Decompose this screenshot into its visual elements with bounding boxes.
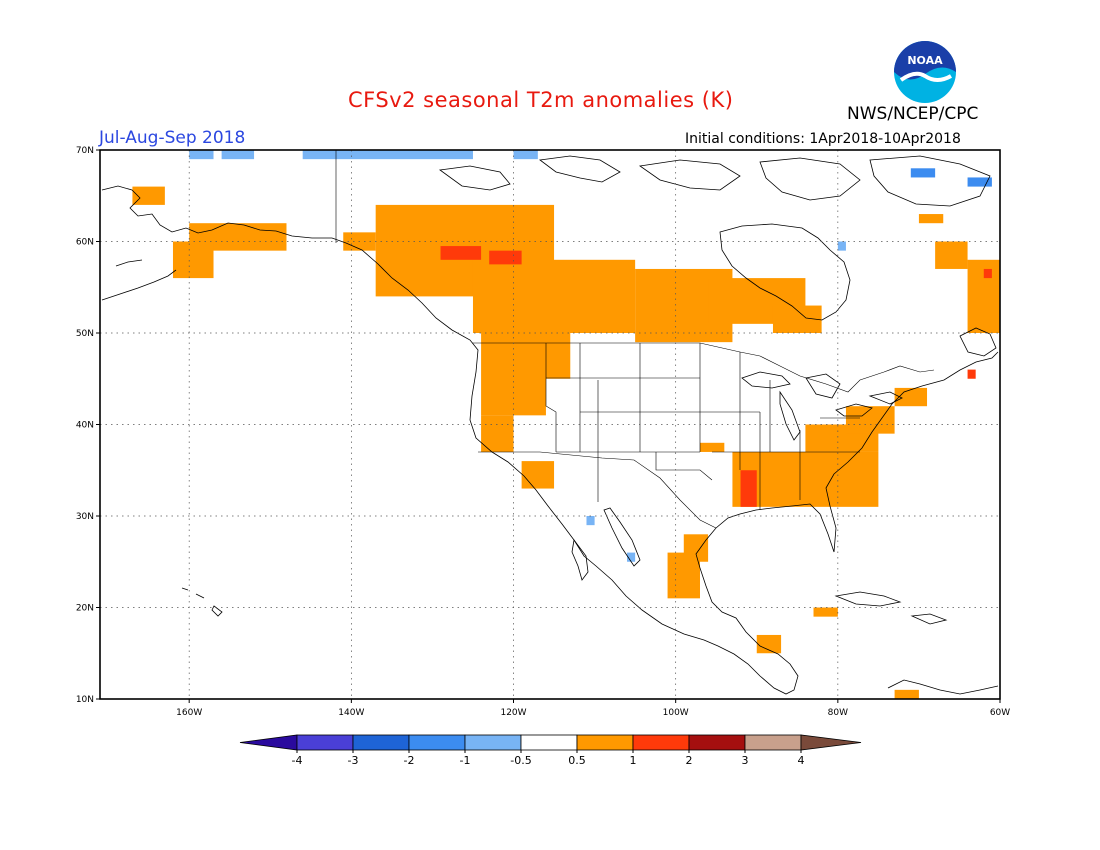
anomaly-cell-warm-1 <box>845 406 895 434</box>
lon-tick-label: 80W <box>828 708 848 718</box>
legend-swatch <box>520 734 578 751</box>
legend-label: 4 <box>798 754 805 767</box>
anomaly-cell-warm-2 <box>489 250 522 265</box>
anomaly-cell-warm-1 <box>132 186 165 205</box>
anomaly-cell-warm-2 <box>967 369 976 379</box>
lon-tick-label: 100W <box>663 708 689 718</box>
anomaly-cell-cool-2 <box>967 177 992 187</box>
legend-label: -0.5 <box>510 754 531 767</box>
latitude-labels: 10N 20N 30N 40N 50N 60N 70N <box>76 146 94 705</box>
legend-label: -4 <box>292 754 303 767</box>
coastline-layer <box>101 155 999 695</box>
axis-ticks <box>96 149 1001 703</box>
svg-text:NOAA: NOAA <box>907 54 943 67</box>
legend-arrow-right <box>800 734 862 751</box>
initial-conditions: Initial conditions: 1Apr2018-10Apr2018 <box>685 131 961 147</box>
anomaly-cell-warm-2 <box>983 268 992 279</box>
legend-swatch <box>688 734 746 751</box>
legend-swatch <box>576 734 634 751</box>
lat-tick-label: 30N <box>76 512 94 522</box>
lon-tick-label: 160W <box>176 708 202 718</box>
anomaly-cell-warm-1 <box>918 214 944 224</box>
color-legend <box>239 734 862 753</box>
map-title: CFSv2 seasonal T2m anomalies (K) <box>348 88 734 112</box>
lat-tick-label: 60N <box>76 238 94 248</box>
legend-label: -2 <box>404 754 415 767</box>
anomaly-cell-warm-1 <box>894 689 919 699</box>
legend-swatch <box>296 734 354 751</box>
legend-label: 0.5 <box>568 754 586 767</box>
lat-tick-label: 50N <box>76 329 94 339</box>
legend-label: 2 <box>686 754 693 767</box>
anomaly-cell-warm-1 <box>513 333 571 379</box>
legend-swatch <box>744 734 802 751</box>
color-legend-labels: -4 -3 -2 -1 -0.5 0.5 1 2 3 4 <box>292 754 805 767</box>
lat-tick-label: 70N <box>76 146 94 156</box>
anomaly-fill-layer <box>132 150 1000 699</box>
anomaly-cell-cool-1 <box>302 150 473 160</box>
lat-tick-label: 10N <box>76 695 94 705</box>
anomaly-cell-cool-1 <box>837 241 846 251</box>
noaa-logo-icon: NOAA <box>894 41 956 103</box>
lon-tick-label: 120W <box>500 708 526 718</box>
anomaly-cell-cool-1 <box>586 516 595 526</box>
anomaly-cell-cool-1 <box>513 150 538 160</box>
anomaly-cell-warm-1 <box>683 534 709 562</box>
anomaly-cell-warm-1 <box>732 451 879 507</box>
anomaly-cell-warm-1 <box>172 241 214 279</box>
legend-swatch <box>408 734 466 751</box>
anomaly-cell-warm-1 <box>521 461 555 489</box>
legend-swatch <box>464 734 522 751</box>
anomaly-cell-warm-1 <box>700 442 725 452</box>
anomaly-cell-warm-1 <box>481 415 514 452</box>
anomaly-cell-warm-1 <box>756 634 782 654</box>
anomaly-cell-cool-2 <box>910 168 936 178</box>
legend-swatch <box>632 734 690 751</box>
anomaly-cell-warm-1 <box>894 387 928 407</box>
legend-label: -1 <box>460 754 471 767</box>
lon-tick-label: 140W <box>338 708 364 718</box>
state-borders-layer <box>335 150 935 529</box>
legend-swatch <box>352 734 410 751</box>
anomaly-cell-cool-1 <box>221 150 255 160</box>
lon-tick-label: 60W <box>990 708 1010 718</box>
anomaly-cell-warm-1 <box>472 259 636 333</box>
anomaly-cell-warm-1 <box>935 241 968 269</box>
anomaly-cell-warm-1 <box>813 607 838 617</box>
anomaly-cell-cool-1 <box>627 552 636 562</box>
legend-label: 3 <box>742 754 749 767</box>
forecast-period: Jul-Aug-Sep 2018 <box>99 128 246 148</box>
legend-label: -3 <box>348 754 359 767</box>
legend-arrow-left <box>239 734 298 751</box>
anomaly-cell-warm-2 <box>440 246 482 260</box>
anomaly-cell-cool-1 <box>189 150 214 160</box>
lat-tick-label: 40N <box>76 421 94 431</box>
anomaly-cell-warm-2 <box>740 470 757 507</box>
longitude-labels: 160W 140W 120W 100W 80W 60W <box>176 708 1010 718</box>
lat-tick-label: 20N <box>76 604 94 614</box>
lat-lon-grid <box>100 150 1000 699</box>
legend-label: 1 <box>630 754 637 767</box>
agency-label: NWS/NCEP/CPC <box>847 104 979 124</box>
